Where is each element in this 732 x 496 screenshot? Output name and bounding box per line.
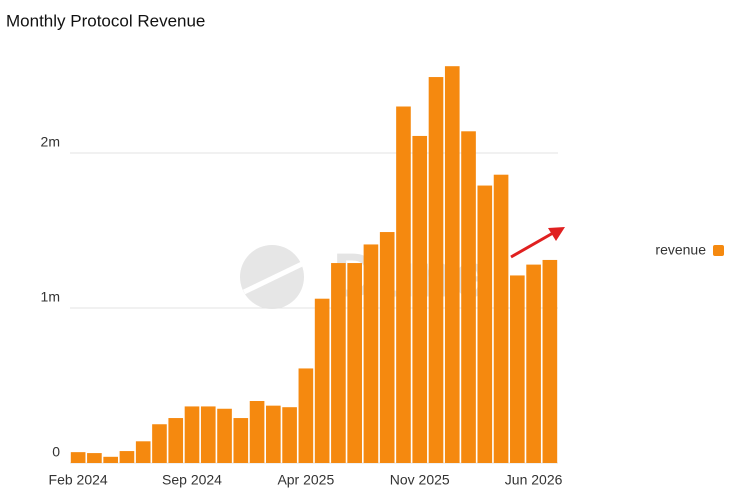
legend-label: revenue <box>655 242 706 258</box>
x-tick-label: Sep 2024 <box>162 472 222 488</box>
legend-swatch <box>713 245 724 256</box>
x-tick-label: Feb 2024 <box>49 472 108 488</box>
bar <box>461 131 476 464</box>
bar <box>87 453 102 463</box>
bar <box>428 77 444 464</box>
bar <box>444 66 460 463</box>
bar <box>331 263 346 463</box>
bar <box>184 406 200 463</box>
bar <box>217 408 232 463</box>
x-tick-label: Nov 2025 <box>390 472 450 488</box>
bar <box>526 264 541 463</box>
bar <box>70 452 86 463</box>
bar <box>412 135 428 463</box>
bar <box>135 441 151 463</box>
bar <box>282 407 297 463</box>
bar <box>152 424 167 463</box>
bar <box>542 259 558 463</box>
bar <box>363 244 379 463</box>
chart-title: Monthly Protocol Revenue <box>6 11 205 30</box>
y-tick-label: 2m <box>41 134 60 150</box>
bar <box>266 405 281 463</box>
x-tick-label: Jun 2026 <box>505 472 563 488</box>
bar <box>510 275 525 463</box>
arrow <box>510 231 554 259</box>
bar <box>379 232 395 463</box>
bar <box>347 263 362 463</box>
bar <box>249 401 265 463</box>
arrow-head <box>548 227 565 241</box>
bar <box>168 418 184 463</box>
bar <box>314 298 330 463</box>
bar <box>200 406 216 463</box>
y-tick-label: 0 <box>52 444 60 460</box>
watermark-logo <box>240 245 304 309</box>
bar <box>396 106 411 463</box>
bar <box>477 185 493 464</box>
bar <box>103 456 118 463</box>
bar <box>119 451 135 463</box>
y-tick-label: 1m <box>41 289 60 305</box>
bar <box>233 418 249 463</box>
x-tick-label: Apr 2025 <box>277 472 334 488</box>
bar <box>298 368 314 463</box>
bar <box>493 174 509 463</box>
